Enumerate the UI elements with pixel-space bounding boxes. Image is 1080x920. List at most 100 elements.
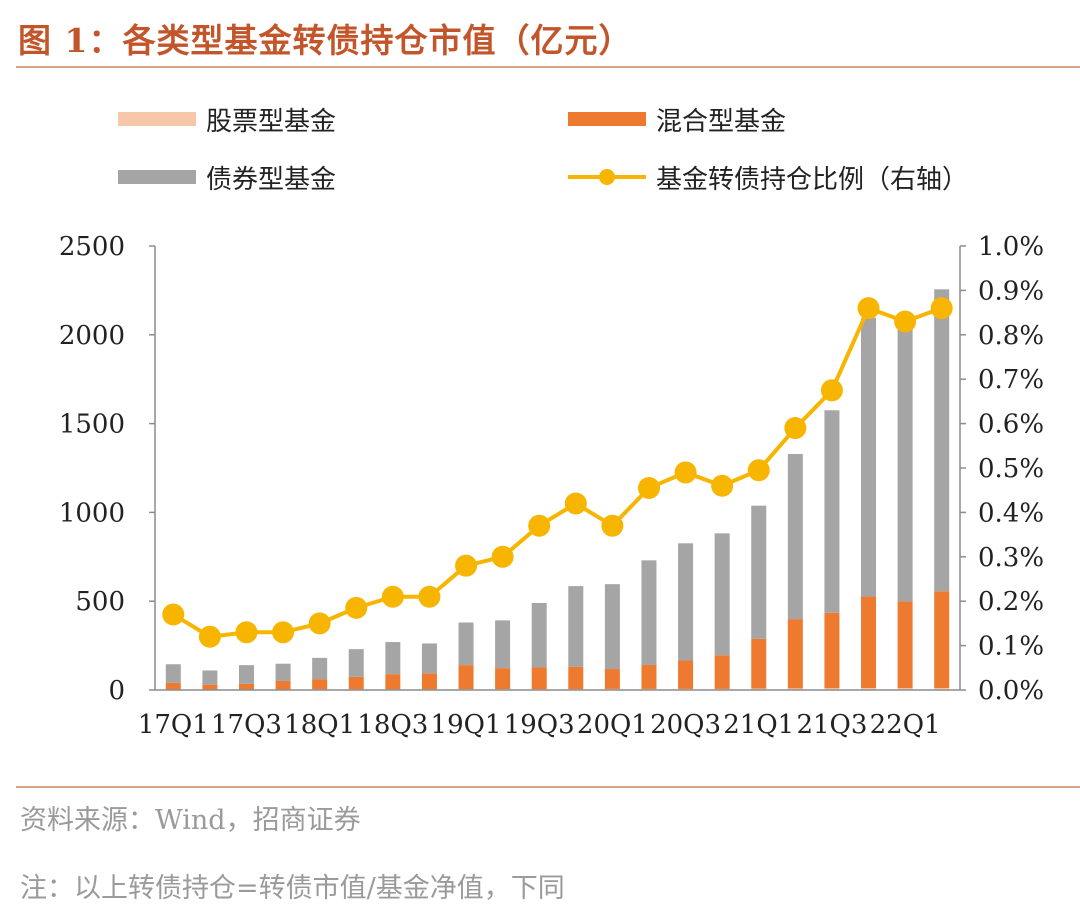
ratio-point-18Q4 (418, 585, 441, 608)
y-right-tick-label: 1.0% (978, 232, 1044, 262)
ratio-point-21Q1 (747, 459, 770, 482)
bar-bond-19Q1 (458, 622, 474, 666)
y-left-tick-label: 1500 (59, 410, 125, 440)
legend-swatch-mixed (568, 112, 646, 126)
y-right-tick-label: 0.3% (978, 543, 1044, 573)
y-left-tick-label: 2000 (59, 321, 125, 351)
bar-bond-21Q1 (751, 505, 767, 639)
bar-bond-22Q2 (934, 289, 950, 592)
y-left-tick-label: 500 (75, 587, 125, 617)
bar-stock-21Q4 (861, 688, 877, 690)
bar-bond-18Q2 (348, 649, 364, 677)
bar-mixed-20Q1 (604, 669, 620, 689)
bar-bond-18Q1 (312, 657, 328, 680)
y-right-tick-label: 0.8% (978, 321, 1044, 351)
y-left-tick-label: 1000 (59, 498, 125, 528)
bar-mixed-21Q2 (787, 619, 803, 689)
bar-bond-21Q2 (787, 453, 803, 620)
bar-mixed-19Q4 (568, 666, 584, 690)
bar-mixed-18Q3 (385, 674, 401, 690)
title-rule (16, 66, 1080, 68)
ratio-point-19Q4 (564, 492, 587, 515)
ratio-point-18Q3 (381, 585, 404, 608)
x-tick-label: 19Q3 (504, 710, 575, 740)
bar-stock-21Q2 (787, 688, 803, 690)
ratio-point-21Q3 (820, 379, 843, 402)
bar-mixed-21Q1 (751, 638, 767, 689)
ratio-point-21Q2 (784, 417, 807, 440)
bar-mixed-21Q4 (861, 596, 877, 689)
y-right-tick-label: 0.7% (978, 365, 1044, 395)
y-right-tick-label: 0.0% (978, 676, 1044, 706)
ratio-line-layer (162, 297, 953, 648)
bar-mixed-17Q3 (238, 683, 254, 690)
bars (165, 289, 950, 690)
bar-bond-21Q4 (861, 317, 877, 597)
x-tick-label: 17Q1 (138, 710, 209, 740)
legend-marker-ratio (599, 169, 615, 185)
ratio-point-20Q4 (711, 474, 734, 497)
y-left-tick-label: 2500 (59, 232, 125, 262)
bar-bond-17Q3 (238, 665, 254, 684)
bar-bond-20Q4 (714, 533, 730, 656)
legend-label-bond: 债券型基金 (206, 165, 336, 195)
x-tick-label: 21Q3 (796, 710, 867, 740)
bar-stock-22Q2 (934, 688, 950, 690)
y-right-tick-label: 0.5% (978, 454, 1044, 484)
y-right-tick-label: 0.1% (978, 632, 1044, 662)
bar-mixed-19Q3 (531, 667, 547, 690)
ratio-point-19Q3 (528, 514, 551, 537)
bar-bond-19Q3 (531, 602, 547, 668)
bar-mixed-17Q1 (165, 682, 181, 690)
ratio-point-17Q1 (162, 603, 185, 626)
ratio-point-17Q3 (235, 621, 258, 644)
x-tick-label: 20Q3 (650, 710, 721, 740)
bar-bond-20Q2 (641, 560, 657, 665)
bar-bond-21Q3 (824, 410, 840, 613)
bar-mixed-21Q3 (824, 612, 840, 689)
legend-label-ratio: 基金转债持仓比例（右轴） (656, 165, 968, 195)
y-left-tick-label: 0 (108, 676, 125, 706)
bar-bond-18Q3 (385, 642, 401, 675)
legend-swatch-stock (118, 112, 196, 126)
ratio-point-17Q2 (198, 625, 221, 648)
bar-bond-22Q1 (897, 320, 913, 602)
y-right-tick-label: 0.6% (978, 410, 1044, 440)
x-tick-label: 18Q1 (284, 710, 355, 740)
bar-bond-20Q3 (678, 543, 694, 661)
axes: 0 500 1000 1500 2000 2500 0.0% 0.1% 0.2% 0.3% 0.4%… (59, 232, 1044, 740)
bar-bond-17Q4 (275, 663, 291, 681)
ratio-point-21Q4 (857, 297, 880, 320)
bar-mixed-18Q4 (421, 673, 437, 690)
ratio-point-20Q2 (637, 476, 660, 499)
ratio-line (172, 306, 943, 639)
footnote: 注：以上转债持仓=转债市值/基金净值，下同 (20, 873, 565, 904)
legend-label-stock: 股票型基金 (206, 107, 336, 137)
bar-mixed-18Q2 (348, 676, 364, 690)
x-tick-label: 17Q3 (211, 710, 282, 740)
bar-bond-17Q1 (165, 664, 181, 683)
bar-mixed-20Q4 (714, 655, 730, 689)
x-tick-label: 18Q3 (357, 710, 428, 740)
legend-swatch-bond (118, 170, 196, 184)
x-tick-label: 22Q1 (870, 710, 941, 740)
ratio-point-22Q1 (894, 310, 917, 333)
y-right-tick-label: 0.2% (978, 587, 1044, 617)
bar-stock-21Q3 (824, 688, 840, 690)
bar-stock-22Q1 (897, 688, 913, 690)
y-right-tick-label: 0.4% (978, 498, 1044, 528)
ratio-point-18Q1 (308, 612, 331, 635)
ratio-point-20Q1 (601, 514, 624, 537)
x-tick-label: 20Q1 (577, 710, 648, 740)
bar-bond-19Q4 (568, 586, 584, 667)
bar-mixed-19Q1 (458, 665, 474, 690)
bar-bond-17Q2 (202, 670, 218, 685)
bar-mixed-18Q1 (312, 679, 328, 690)
ratio-point-20Q3 (674, 461, 697, 484)
source-rule (16, 786, 1080, 788)
bar-mixed-19Q2 (495, 668, 511, 690)
ratio-point-18Q2 (345, 596, 368, 619)
bar-mixed-20Q2 (641, 664, 657, 689)
